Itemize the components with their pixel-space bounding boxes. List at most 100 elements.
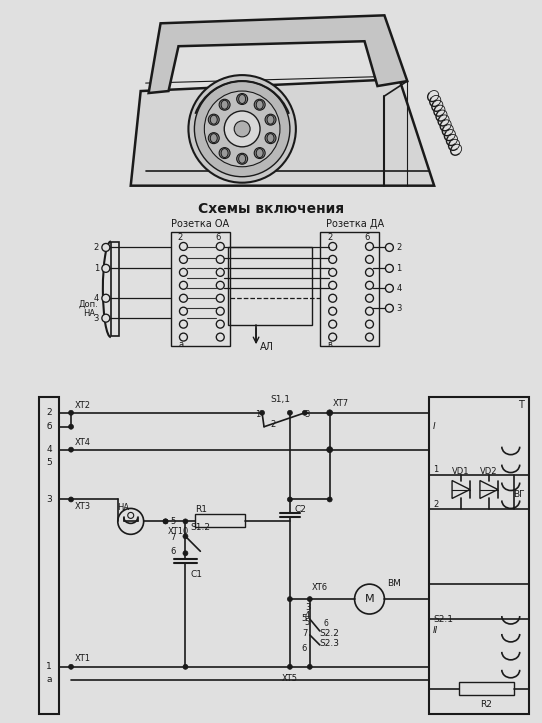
Text: S2.2: S2.2 [320, 630, 340, 638]
Circle shape [68, 411, 74, 415]
Circle shape [68, 497, 74, 502]
Text: 6: 6 [171, 547, 176, 556]
Circle shape [216, 294, 224, 302]
Circle shape [328, 307, 337, 315]
Bar [320, 130, 367, 144]
Circle shape [179, 294, 188, 302]
Circle shape [287, 664, 292, 669]
Circle shape [328, 242, 337, 250]
Circle shape [179, 333, 188, 341]
Text: 4: 4 [305, 610, 310, 620]
Text: 6: 6 [324, 620, 328, 628]
Ellipse shape [210, 115, 217, 124]
Text: I: I [433, 422, 436, 431]
Ellipse shape [221, 100, 228, 109]
Text: Схемы включения: Схемы включения [198, 202, 344, 215]
Bar [318, 128, 370, 146]
Circle shape [307, 664, 312, 669]
Text: VD2: VD2 [480, 467, 498, 476]
Circle shape [208, 132, 219, 144]
Circle shape [189, 75, 296, 183]
Circle shape [216, 268, 224, 276]
Bar [39, 397, 59, 714]
Text: T: T [518, 400, 524, 410]
Circle shape [183, 534, 188, 539]
Text: 5: 5 [171, 517, 176, 526]
Circle shape [328, 281, 337, 289]
Text: VD1: VD1 [452, 467, 470, 476]
Circle shape [68, 664, 74, 669]
Text: 2: 2 [94, 243, 99, 252]
Bar [171, 233, 230, 346]
Bar [195, 514, 245, 527]
Text: ХТ1: ХТ1 [75, 654, 91, 664]
Text: 4: 4 [46, 445, 52, 454]
Circle shape [216, 333, 224, 341]
Circle shape [302, 411, 307, 415]
Text: 1: 1 [433, 465, 438, 474]
Ellipse shape [256, 100, 263, 109]
Text: в: в [328, 340, 333, 348]
Circle shape [385, 265, 393, 273]
Circle shape [254, 99, 265, 110]
Text: ХТ4: ХТ4 [75, 438, 91, 448]
Text: 2: 2 [327, 233, 332, 242]
Circle shape [179, 320, 188, 328]
Circle shape [385, 284, 393, 292]
Circle shape [328, 333, 337, 341]
Text: 7: 7 [302, 630, 307, 638]
Text: ХТ6: ХТ6 [312, 583, 328, 591]
Text: a: a [178, 340, 184, 348]
Circle shape [68, 424, 74, 429]
Text: S2.1: S2.1 [433, 615, 453, 623]
Text: 2: 2 [46, 408, 52, 417]
Text: Розетка ДА: Розетка ДА [326, 218, 384, 228]
Text: 6: 6 [365, 233, 370, 242]
Text: 2: 2 [178, 233, 183, 242]
Circle shape [216, 242, 224, 250]
Text: Розетка ОА: Розетка ОА [171, 218, 229, 228]
Ellipse shape [221, 149, 228, 158]
Ellipse shape [256, 149, 263, 158]
Text: 5: 5 [302, 614, 307, 623]
Circle shape [163, 519, 168, 524]
Text: 6: 6 [302, 644, 307, 654]
Circle shape [219, 147, 230, 158]
Text: 4: 4 [396, 284, 402, 293]
Text: a: a [47, 675, 52, 684]
Circle shape [260, 411, 264, 415]
Text: ВГ: ВГ [513, 490, 525, 499]
Circle shape [195, 81, 290, 176]
Text: 3: 3 [46, 495, 52, 504]
Text: НА: НА [117, 503, 129, 512]
Bar [320, 233, 379, 346]
Text: 5: 5 [46, 458, 52, 467]
Text: 2: 2 [396, 243, 402, 252]
Circle shape [327, 410, 333, 416]
Circle shape [204, 91, 280, 167]
Text: 3: 3 [396, 304, 402, 313]
Text: ХТ3: ХТ3 [75, 502, 91, 511]
Ellipse shape [238, 95, 246, 103]
Circle shape [102, 265, 110, 273]
Circle shape [328, 294, 337, 302]
Circle shape [68, 447, 74, 452]
Circle shape [179, 255, 188, 263]
Circle shape [365, 333, 373, 341]
Text: S2.3: S2.3 [320, 639, 340, 649]
Circle shape [287, 411, 292, 415]
Circle shape [163, 519, 168, 524]
Bar [459, 682, 514, 695]
Text: ХТ2: ХТ2 [75, 401, 91, 411]
Circle shape [328, 268, 337, 276]
Circle shape [179, 242, 188, 250]
Circle shape [219, 99, 230, 110]
Circle shape [102, 294, 110, 302]
Text: ХТ5: ХТ5 [282, 675, 298, 683]
Ellipse shape [210, 134, 217, 142]
Text: II: II [433, 626, 438, 636]
Circle shape [216, 281, 224, 289]
Circle shape [365, 281, 373, 289]
Bar [429, 397, 528, 714]
Circle shape [385, 304, 393, 312]
